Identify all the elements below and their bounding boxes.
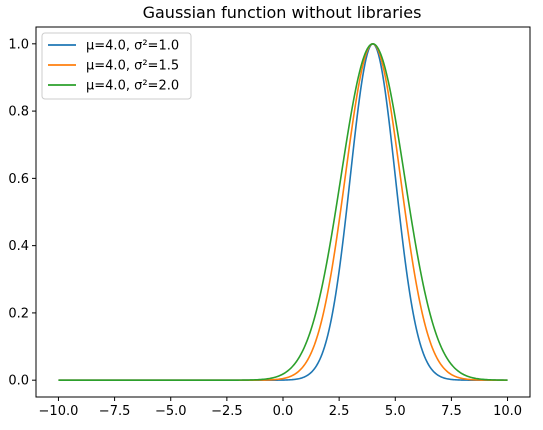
series-line-3 bbox=[58, 43, 508, 381]
x-tick-label: −7.5 bbox=[99, 404, 131, 419]
series-layer bbox=[58, 42, 508, 381]
x-tick-label: 2.5 bbox=[329, 404, 350, 419]
legend: μ=4.0, σ²=1.0 μ=4.0, σ²=1.5 μ=4.0, σ²=2.0 bbox=[41, 32, 192, 100]
x-tick-label: −10.0 bbox=[39, 404, 79, 419]
chart-title: Gaussian function without libraries bbox=[143, 3, 422, 22]
x-tick-label: 7.5 bbox=[441, 404, 462, 419]
y-tick-label: 0.2 bbox=[8, 306, 29, 321]
y-tick-label: 0.6 bbox=[8, 172, 29, 187]
y-tick-label: 0.0 bbox=[8, 374, 29, 389]
x-tick-label: −2.5 bbox=[211, 404, 243, 419]
x-tick-label: 5.0 bbox=[385, 404, 406, 419]
y-tick-label: 0.4 bbox=[8, 239, 29, 254]
x-tick-label: −5.0 bbox=[155, 404, 187, 419]
legend-label-1: μ=4.0, σ²=1.0 bbox=[86, 39, 179, 54]
y-tick-label: 0.8 bbox=[8, 105, 29, 120]
x-axis: −10.0 −7.5 −5.0 −2.5 0.0 2.5 5.0 7.5 10.0 bbox=[39, 397, 522, 419]
legend-box bbox=[41, 32, 192, 100]
x-tick-label: 0.0 bbox=[273, 404, 294, 419]
legend-label-2: μ=4.0, σ²=1.5 bbox=[86, 59, 179, 74]
y-tick-label: 1.0 bbox=[8, 37, 29, 52]
x-tick-label: 10.0 bbox=[493, 404, 522, 419]
y-axis: 0.0 0.2 0.4 0.6 0.8 1.0 bbox=[8, 37, 36, 389]
legend-label-3: μ=4.0, σ²=2.0 bbox=[86, 79, 179, 94]
